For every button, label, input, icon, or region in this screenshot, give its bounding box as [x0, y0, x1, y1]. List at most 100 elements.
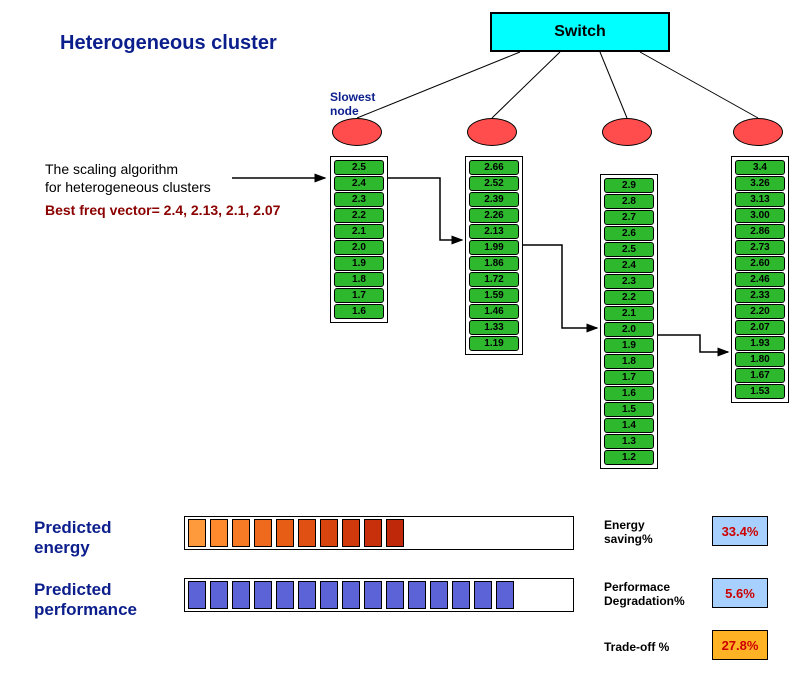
energy-bar	[184, 516, 574, 550]
freq-cell: 2.39	[469, 192, 519, 207]
freq-cell: 1.86	[469, 256, 519, 271]
freq-cell: 2.07	[735, 320, 785, 335]
freq-cell: 2.2	[334, 208, 384, 223]
energy-bar-seg	[298, 519, 316, 547]
performance-bar	[184, 578, 574, 612]
slowest-node-line1: Slowest	[330, 90, 375, 104]
predicted-energy-label: Predicted energy	[34, 518, 111, 559]
energy-saving-line2: saving%	[604, 532, 653, 546]
switch-box: Switch	[490, 12, 670, 52]
freq-cell: 2.46	[735, 272, 785, 287]
energy-saving-line1: Energy	[604, 518, 653, 532]
freq-cell: 2.1	[334, 224, 384, 239]
perf-bar-seg	[430, 581, 448, 609]
perf-bar-seg	[386, 581, 404, 609]
perf-bar-seg	[298, 581, 316, 609]
freq-cell: 2.7	[604, 210, 654, 225]
freq-cell: 2.0	[604, 322, 654, 337]
freq-cell: 1.46	[469, 304, 519, 319]
freq-cell: 2.26	[469, 208, 519, 223]
freq-cell: 1.7	[334, 288, 384, 303]
energy-saving-value-box: 33.4%	[712, 516, 768, 546]
energy-bar-seg	[232, 519, 250, 547]
perf-bar-seg	[408, 581, 426, 609]
freq-cell: 1.8	[334, 272, 384, 287]
freq-cell: 1.7	[604, 370, 654, 385]
freq-cell: 1.59	[469, 288, 519, 303]
perf-bar-seg	[342, 581, 360, 609]
perf-bar-seg	[364, 581, 382, 609]
freq-cell: 1.2	[604, 450, 654, 465]
algorithm-text: The scaling algorithm for heterogeneous …	[45, 160, 211, 196]
perf-bar-seg	[496, 581, 514, 609]
predicted-performance-label: Predicted performance	[34, 580, 137, 621]
page-title: Heterogeneous cluster	[60, 32, 277, 55]
freq-cell: 2.20	[735, 304, 785, 319]
freq-cell: 1.67	[735, 368, 785, 383]
energy-bar-seg	[254, 519, 272, 547]
freq-cell: 1.99	[469, 240, 519, 255]
freq-cell: 2.86	[735, 224, 785, 239]
freq-stack-3: 3.43.263.133.002.862.732.602.462.332.202…	[731, 156, 789, 403]
freq-cell: 2.3	[604, 274, 654, 289]
energy-saving-value: 33.4%	[722, 524, 759, 539]
freq-cell: 3.00	[735, 208, 785, 223]
algorithm-line2: for heterogeneous clusters	[45, 178, 211, 196]
freq-cell: 2.60	[735, 256, 785, 271]
node-oval-2	[602, 118, 652, 146]
freq-cell: 2.2	[604, 290, 654, 305]
perf-bar-seg	[276, 581, 294, 609]
perf-bar-seg	[210, 581, 228, 609]
freq-cell: 1.5	[604, 402, 654, 417]
perf-bar-seg	[254, 581, 272, 609]
freq-cell: 3.4	[735, 160, 785, 175]
freq-cell: 2.4	[604, 258, 654, 273]
predicted-performance-line1: Predicted	[34, 580, 137, 600]
perf-bar-seg	[188, 581, 206, 609]
switch-label: Switch	[554, 23, 606, 41]
perf-bar-seg	[320, 581, 338, 609]
slowest-node-line2: node	[330, 104, 375, 118]
freq-cell: 1.80	[735, 352, 785, 367]
freq-cell: 1.53	[735, 384, 785, 399]
predicted-energy-line1: Predicted	[34, 518, 111, 538]
freq-cell: 2.6	[604, 226, 654, 241]
freq-cell: 2.5	[334, 160, 384, 175]
freq-cell: 2.13	[469, 224, 519, 239]
freq-cell: 1.93	[735, 336, 785, 351]
node-oval-0	[332, 118, 382, 146]
perf-bar-seg	[232, 581, 250, 609]
performance-degradation-value: 5.6%	[725, 586, 755, 601]
freq-cell: 1.4	[604, 418, 654, 433]
freq-cell: 1.9	[604, 338, 654, 353]
freq-cell: 1.3	[604, 434, 654, 449]
freq-stack-1: 2.662.522.392.262.131.991.861.721.591.46…	[465, 156, 523, 355]
freq-cell: 2.8	[604, 194, 654, 209]
performance-degradation-line2: Degradation%	[604, 594, 685, 608]
energy-saving-label: Energy saving%	[604, 518, 653, 547]
algorithm-line1: The scaling algorithm	[45, 160, 211, 178]
freq-cell: 2.3	[334, 192, 384, 207]
perf-bar-seg	[452, 581, 470, 609]
predicted-energy-line2: energy	[34, 538, 111, 558]
tradeoff-value-box: 27.8%	[712, 630, 768, 660]
freq-cell: 2.4	[334, 176, 384, 191]
freq-cell: 1.72	[469, 272, 519, 287]
freq-cell: 1.9	[334, 256, 384, 271]
perf-bar-seg	[474, 581, 492, 609]
energy-bar-seg	[276, 519, 294, 547]
freq-cell: 2.9	[604, 178, 654, 193]
freq-cell: 3.26	[735, 176, 785, 191]
freq-cell: 3.13	[735, 192, 785, 207]
node-oval-3	[733, 118, 783, 146]
freq-cell: 2.52	[469, 176, 519, 191]
energy-bar-seg	[342, 519, 360, 547]
freq-cell: 1.6	[334, 304, 384, 319]
node-oval-1	[467, 118, 517, 146]
freq-cell: 1.33	[469, 320, 519, 335]
energy-bar-seg	[386, 519, 404, 547]
performance-degradation-label: Performace Degradation%	[604, 580, 685, 609]
freq-stack-2: 2.92.82.72.62.52.42.32.22.12.01.91.81.71…	[600, 174, 658, 469]
predicted-performance-line2: performance	[34, 600, 137, 620]
energy-bar-seg	[210, 519, 228, 547]
